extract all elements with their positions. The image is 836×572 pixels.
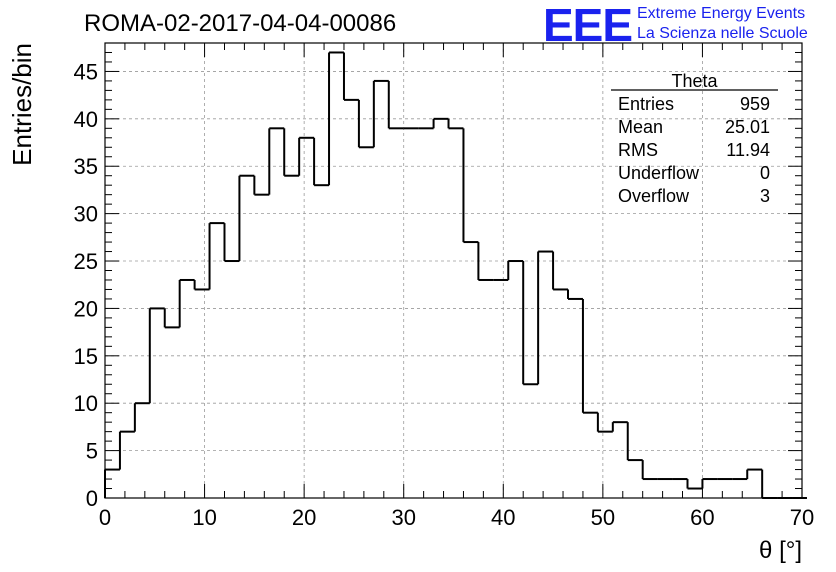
stats-title: Theta — [671, 71, 718, 91]
y-tick-label: 40 — [74, 107, 98, 132]
x-tick-label: 30 — [391, 505, 415, 530]
x-axis-label: θ [°] — [759, 537, 802, 564]
histogram-bin — [641, 460, 658, 481]
histogram-bin — [104, 468, 120, 498]
stats-row-value: 0 — [760, 163, 770, 183]
y-tick-label: 5 — [86, 439, 98, 464]
stats-row-value: 959 — [740, 94, 770, 114]
y-tick-label: 45 — [74, 59, 98, 84]
stats-row-value: 25.01 — [725, 117, 770, 137]
y-tick-label: 20 — [74, 296, 98, 321]
histogram-bin — [447, 118, 464, 130]
histogram-bin — [342, 52, 359, 101]
y-tick-label: 15 — [74, 344, 98, 369]
histogram-bin — [298, 136, 315, 176]
histogram-bin — [148, 307, 165, 404]
logo-caption: Extreme Energy Events La Scienza nelle S… — [637, 4, 808, 44]
histogram-bin — [208, 222, 225, 290]
histogram-bin — [596, 412, 613, 433]
histogram-bin — [581, 298, 598, 414]
stats-row-label: Entries — [618, 94, 674, 114]
y-axis-label: Entries/bin — [7, 43, 37, 166]
eee-logo: EEE — [543, 0, 633, 51]
chart-title: ROMA-02-2017-04-04-00086 — [84, 10, 397, 37]
histogram-bin — [522, 261, 539, 386]
stats-row-value: 11.94 — [726, 140, 770, 160]
histogram-bin — [746, 468, 763, 480]
x-tick-label: 40 — [491, 505, 515, 530]
histogram-bin — [761, 469, 778, 499]
histogram-bin — [268, 127, 285, 195]
x-tick-label: 50 — [591, 505, 615, 530]
histogram-bin — [372, 79, 389, 148]
y-tick-label: 30 — [74, 202, 98, 227]
histogram-bin — [283, 128, 300, 177]
stats-row-label: RMS — [618, 140, 658, 160]
histogram-bin — [253, 175, 270, 196]
histogram-bin — [686, 479, 703, 490]
x-tick-label: 20 — [292, 505, 316, 530]
y-tick-label: 10 — [74, 391, 98, 416]
stats-row-label: Mean — [618, 117, 663, 137]
y-tick-label: 0 — [86, 486, 98, 511]
stats-row-label: Overflow — [618, 186, 690, 206]
logo-line-2: La Scienza nelle Scuole — [637, 25, 808, 42]
histogram-bin — [223, 223, 240, 263]
histogram-bin — [193, 279, 210, 291]
histogram-bin — [357, 99, 374, 149]
histogram-bin — [313, 137, 330, 187]
histogram-bin — [238, 174, 255, 262]
x-tick-label: 60 — [690, 505, 714, 530]
histogram-bin — [163, 308, 180, 329]
x-tick-label: 0 — [99, 505, 111, 530]
histogram-bin — [552, 251, 569, 291]
histogram-bin — [432, 117, 449, 129]
histogram-bin — [626, 422, 643, 462]
histogram-bin — [537, 250, 554, 385]
histogram-bin — [118, 430, 135, 470]
histogram-bin — [701, 478, 718, 489]
logo-line-1: Extreme Energy Events — [637, 5, 806, 22]
histogram-bin — [611, 421, 628, 432]
histogram-bin — [133, 402, 150, 432]
histogram-bin — [387, 80, 404, 130]
y-tick-label: 35 — [74, 154, 98, 179]
histogram-bin — [178, 278, 195, 328]
x-tick-label: 70 — [790, 505, 814, 530]
x-tick-label: 10 — [192, 505, 216, 530]
histogram-bin — [567, 289, 583, 300]
stats-row-label: Underflow — [618, 163, 700, 183]
y-tick-label: 25 — [74, 249, 98, 274]
histogram-bin — [507, 260, 524, 280]
stats-row-value: 3 — [760, 186, 770, 206]
histogram-bin — [462, 128, 479, 244]
histogram-bin — [477, 242, 494, 281]
histogram-bin — [328, 51, 344, 186]
